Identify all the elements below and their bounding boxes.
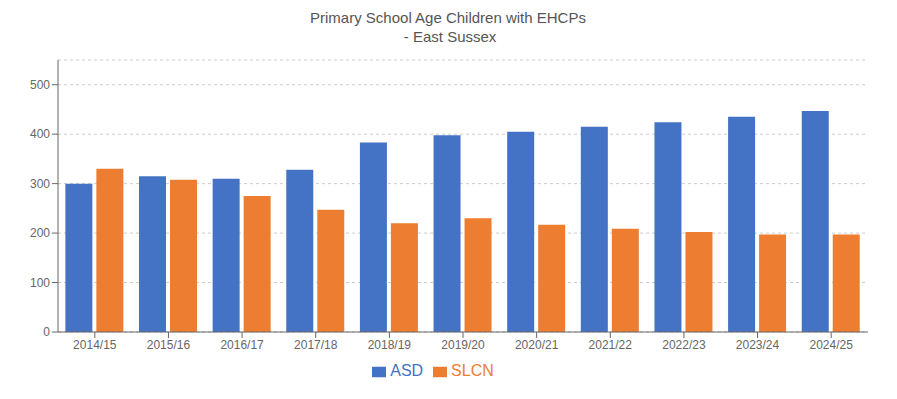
svg-text:2016/17: 2016/17 [220,338,264,352]
svg-text:2017/18: 2017/18 [294,338,338,352]
svg-text:2020/21: 2020/21 [515,338,559,352]
svg-text:2024/25: 2024/25 [809,338,853,352]
svg-text:2021/22: 2021/22 [589,338,633,352]
html-text:Primary School Age Children wi: Primary School Age Children with EHCPs [310,9,586,26]
svg-text:2018/19: 2018/19 [368,338,412,352]
svg-text:2019/20: 2019/20 [441,338,485,352]
svg-text:300: 300 [30,177,50,191]
svg-text:2022/23: 2022/23 [662,338,706,352]
html-text:- East Sussex: - East Sussex [399,28,497,45]
svg-text:0: 0 [43,325,50,339]
svg-text:200: 200 [30,226,50,240]
svg-text:2015/16: 2015/16 [147,338,191,352]
html-text:ASD: ASD [390,362,424,379]
svg-text:100: 100 [30,276,50,290]
svg-text:500: 500 [30,78,50,92]
html-text:SLCN: SLCN [451,362,494,379]
svg-text:2023/24: 2023/24 [736,338,780,352]
svg-text:2014/15: 2014/15 [73,338,117,352]
svg-text:400: 400 [30,127,50,141]
